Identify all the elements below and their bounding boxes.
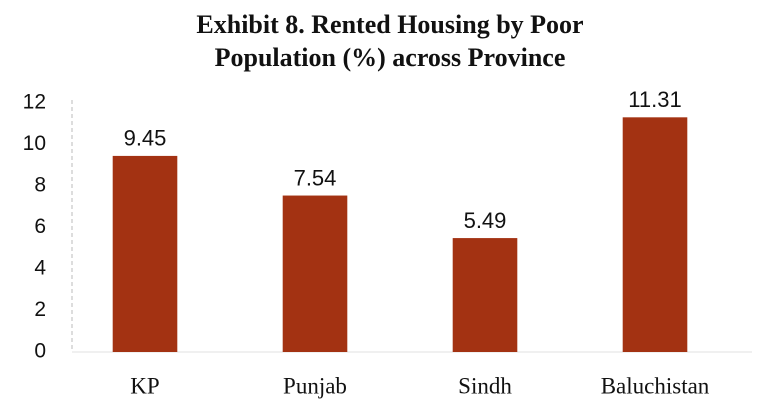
y-tick-label: 4 [34, 257, 46, 280]
chart-title: Exhibit 8. Rented Housing by Poor Popula… [196, 10, 584, 72]
value-label: 5.49 [464, 208, 507, 233]
x-tick-label: Sindh [458, 373, 512, 398]
x-tick-label: Punjab [283, 373, 347, 398]
y-tick-label: 6 [34, 215, 46, 238]
bar [282, 195, 348, 352]
value-label: 9.45 [124, 126, 167, 151]
value-label: 11.31 [628, 87, 681, 112]
bar [112, 155, 178, 352]
bar [622, 117, 688, 352]
bar [452, 238, 518, 352]
x-tick-label: Baluchistan [601, 373, 710, 398]
y-tick-label: 2 [34, 298, 46, 321]
y-tick-label: 8 [34, 174, 46, 197]
y-tick-label: 0 [34, 340, 46, 363]
value-label: 7.54 [294, 165, 337, 190]
y-tick-label: 12 [23, 91, 46, 114]
y-tick-label: 10 [23, 132, 46, 155]
x-tick-label: KP [130, 373, 159, 398]
